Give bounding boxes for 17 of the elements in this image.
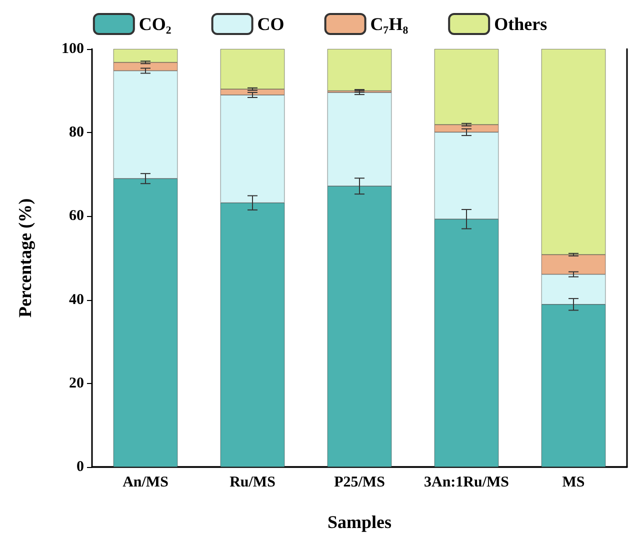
y-axis-title: Percentage (%): [15, 198, 35, 318]
x-tick-label: An/MS: [122, 474, 168, 490]
y-tick-label: 0: [76, 459, 84, 475]
x-tick-label: Ru/MS: [230, 474, 276, 490]
y-tick-label: 20: [69, 375, 84, 392]
x-tick-label: 3An:1Ru/MS: [424, 474, 510, 490]
x-tick-label: MS: [562, 474, 585, 490]
legend-label: CO: [257, 14, 284, 34]
y-tick-label: 60: [69, 208, 84, 224]
x-tick-label: P25/MS: [334, 474, 385, 490]
legend-label: CO₂: [138, 14, 172, 34]
y-tick-label: 80: [69, 124, 84, 141]
legend-label: C₇H₈: [370, 14, 409, 34]
y-tick-label: 100: [62, 41, 84, 57]
legend-label: Others: [494, 14, 548, 34]
y-tick-label: 40: [69, 292, 84, 308]
x-axis-title: Samples: [327, 512, 392, 532]
